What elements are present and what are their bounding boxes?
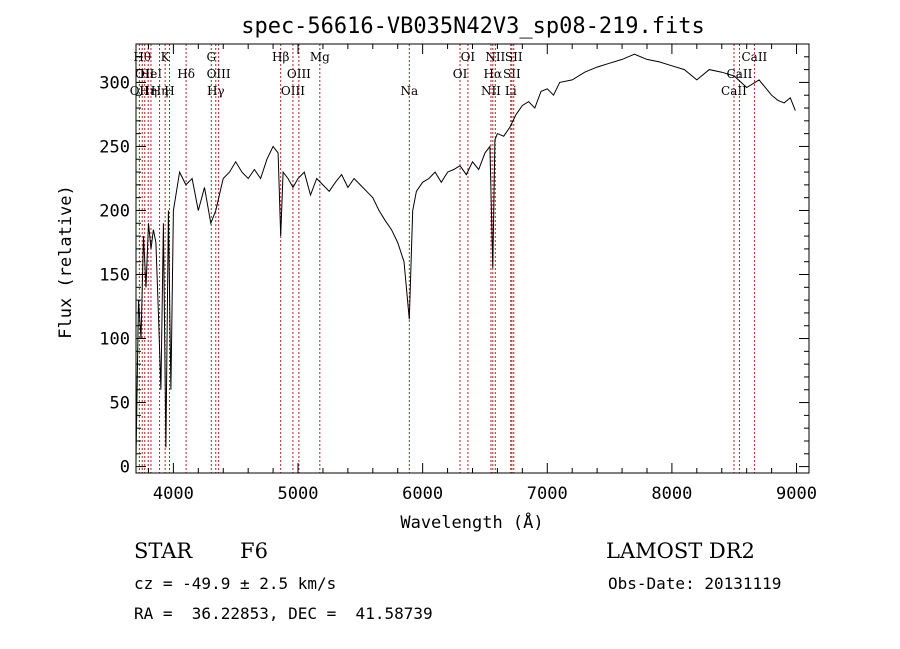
line-marker-label: Na bbox=[400, 84, 418, 98]
survey-name: LAMOST DR2 bbox=[606, 539, 755, 563]
y-tick-label: 150 bbox=[99, 266, 130, 286]
line-marker-label: SII bbox=[505, 50, 523, 64]
y-tick-label: 300 bbox=[99, 73, 130, 93]
coordinates-text: RA = 36.22853, DEC = 41.58739 bbox=[134, 604, 433, 623]
chart-title: spec-56616-VB035N42V3_sp08-219.fits bbox=[241, 14, 705, 39]
object-class: STAR bbox=[134, 539, 193, 563]
line-marker-label: Hδ bbox=[177, 67, 195, 81]
line-marker-label: HeI bbox=[140, 67, 163, 81]
y-axis-label: Flux (relative) bbox=[56, 185, 76, 339]
line-marker-label: Hβ bbox=[272, 50, 289, 64]
line-marker-label: SII bbox=[503, 67, 521, 81]
line-marker-label: Hη bbox=[139, 84, 157, 98]
y-tick-label: 100 bbox=[99, 330, 130, 350]
line-marker-label: CaII bbox=[727, 67, 753, 81]
x-tick-label: 9000 bbox=[776, 484, 817, 504]
line-marker-label: Hα bbox=[484, 67, 503, 81]
y-tick-label: 250 bbox=[99, 137, 130, 157]
obs-date: Obs-Date: 20131119 bbox=[608, 574, 782, 593]
line-marker-label: Mg bbox=[310, 50, 330, 64]
line-marker-label: Hη bbox=[151, 84, 169, 98]
line-marker-label: NII bbox=[481, 84, 501, 98]
line-marker-label: K bbox=[161, 50, 171, 64]
y-axis: 0 50 100 150 200 250 300 bbox=[99, 56, 809, 478]
x-axis-label: Wavelength (Å) bbox=[400, 511, 543, 533]
line-marker-label: OI bbox=[461, 50, 476, 64]
line-marker-label: CaII bbox=[721, 84, 747, 98]
line-marker-label: OIII bbox=[281, 84, 305, 98]
spectral-line-markers: OIIHθOIIHηHeIHηKHHδGHγOIIIHβOIIIOIIIMgNa… bbox=[130, 44, 768, 473]
spectrum-series bbox=[135, 53, 796, 461]
y-tick-label: 0 bbox=[120, 458, 130, 478]
plot-frame bbox=[135, 43, 810, 474]
line-marker-label: OII bbox=[135, 67, 155, 81]
x-tick-label: 4000 bbox=[153, 484, 194, 504]
line-marker-label: NII bbox=[485, 50, 505, 64]
line-marker-label: OIII bbox=[287, 67, 311, 81]
y-tick-label: 200 bbox=[99, 201, 130, 221]
line-marker-label: H bbox=[164, 84, 174, 98]
x-axis: 4000 5000 6000 7000 8000 9000 bbox=[147, 44, 817, 504]
x-tick-label: 5000 bbox=[278, 484, 319, 504]
line-marker-label: Hθ bbox=[133, 50, 151, 64]
line-marker-label: OI bbox=[453, 67, 468, 81]
spectrum-line-0 bbox=[135, 53, 796, 461]
line-marker-label: CaII bbox=[741, 50, 767, 64]
line-marker-label: G bbox=[206, 50, 216, 64]
x-tick-label: 8000 bbox=[651, 484, 692, 504]
x-tick-label: 6000 bbox=[402, 484, 443, 504]
line-marker-label: Li bbox=[505, 84, 517, 98]
line-marker-label: Hγ bbox=[207, 84, 225, 98]
y-tick-label: 50 bbox=[110, 394, 130, 414]
line-marker-label: OII bbox=[130, 84, 150, 98]
spectral-subclass: F6 bbox=[240, 539, 268, 563]
line-marker-label: OIII bbox=[207, 67, 231, 81]
x-tick-label: 7000 bbox=[527, 484, 568, 504]
redshift-text: cz = -49.9 ± 2.5 km/s bbox=[134, 574, 337, 593]
